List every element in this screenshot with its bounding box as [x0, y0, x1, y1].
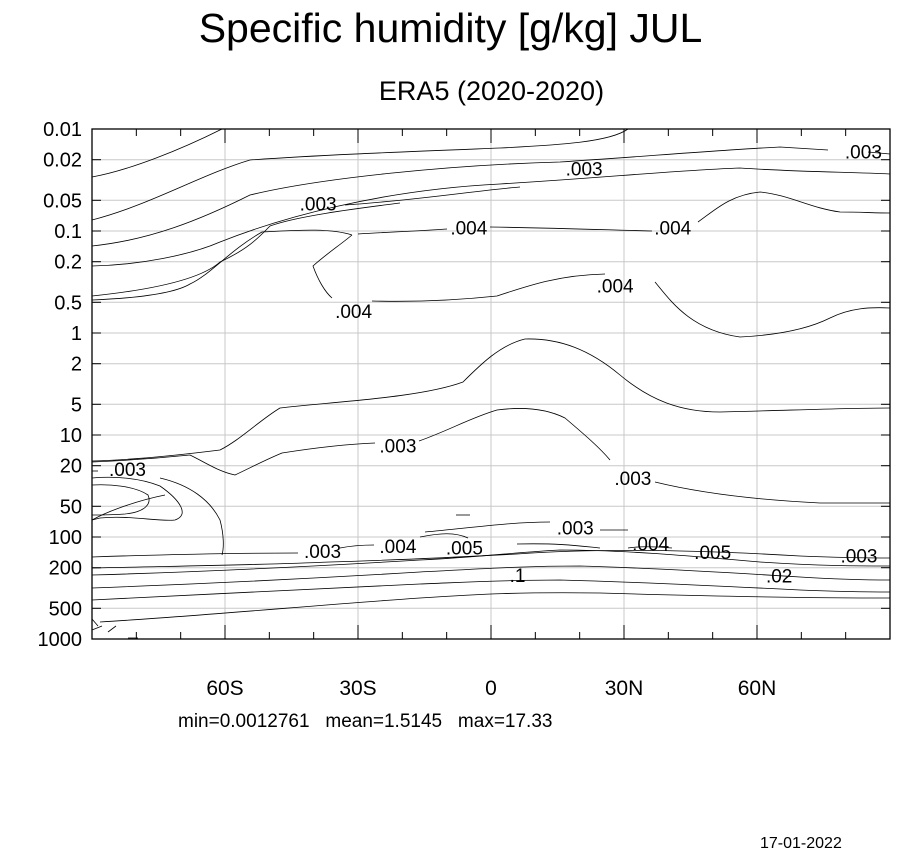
y-tick-label: 2	[71, 354, 82, 376]
contour-label: .1	[510, 566, 526, 587]
contour-label: .004	[379, 537, 416, 558]
contour-line	[91, 338, 891, 462]
axis-ticks	[92, 128, 890, 640]
stats-summary: min=0.0012761 mean=1.5145 max=17.33	[178, 711, 553, 732]
contour-line	[91, 618, 99, 627]
contour-line	[91, 484, 150, 516]
contour-line	[91, 442, 376, 476]
contour-line	[91, 202, 401, 297]
contour-label: .003	[840, 546, 877, 567]
contour-line	[654, 481, 890, 504]
contour-line	[419, 533, 469, 539]
y-tick-label: 100	[49, 527, 82, 549]
contour-line	[91, 167, 891, 267]
x-tick-label: 30N	[605, 677, 644, 700]
contour-line	[424, 521, 551, 533]
contour-line	[159, 477, 224, 556]
contour-line	[489, 226, 653, 232]
y-tick-labels: 0.01 0.02 0.05 0.1 0.2 0.5 1 2 5 10 20 50 100 200 500 1…	[38, 119, 83, 651]
contour-label: .004	[597, 276, 634, 297]
contour-line	[867, 151, 891, 155]
contour-line	[91, 549, 891, 569]
contour-label: .004	[632, 534, 669, 555]
contour-line	[371, 273, 606, 302]
contour-line	[91, 549, 891, 576]
contour-label: .003	[109, 460, 146, 481]
contour-line	[627, 546, 673, 549]
contour-label: .003	[566, 160, 603, 181]
x-tick-label: 0	[485, 677, 497, 700]
contour-label: .003	[557, 519, 594, 540]
contour-line	[418, 408, 611, 461]
y-tick-label: 0.5	[54, 292, 82, 314]
contour-line	[91, 625, 103, 631]
contour-label: .004	[450, 219, 487, 240]
contour-line	[91, 146, 829, 247]
y-tick-label: 10	[60, 425, 82, 447]
y-tick-label: 0.02	[43, 150, 82, 172]
x-tick-label: 30S	[339, 677, 376, 700]
y-tick-label: 0.2	[54, 252, 82, 274]
date-stamp: 17-01-2022	[760, 835, 842, 852]
contour-line	[91, 128, 629, 221]
contour-line	[357, 228, 448, 235]
y-tick-label: 5	[71, 394, 82, 416]
contour-line	[516, 543, 601, 549]
contour-label: .003	[300, 195, 337, 216]
contour-line	[91, 476, 183, 521]
contour-line	[91, 229, 353, 301]
contour-lines	[91, 128, 891, 639]
contour-line	[697, 191, 891, 223]
y-tick-label: 0.05	[43, 190, 82, 212]
x-tick-label: 60N	[738, 677, 777, 700]
contour-label: .003	[304, 542, 341, 563]
y-tick-label: 50	[60, 496, 82, 518]
contour-label: .004	[335, 302, 372, 323]
contour-label: .003	[379, 437, 416, 458]
grid-lines	[92, 129, 890, 639]
y-tick-label: 20	[60, 456, 82, 478]
y-tick-label: 1000	[38, 629, 83, 651]
contour-label: .005	[446, 539, 483, 560]
contour-line	[339, 544, 375, 549]
y-tick-label: 200	[49, 558, 82, 580]
contour-line	[99, 592, 891, 623]
contour-labels: .003 .003 .003 .004 .004 .004 .004 .003 .003 .003…	[109, 143, 882, 588]
contour-line	[107, 625, 117, 633]
contour-line	[91, 579, 891, 601]
y-tick-label: 0.01	[43, 119, 82, 141]
y-tick-label: 1	[71, 323, 82, 345]
x-tick-labels: 60S 30S 0 30N 60N	[206, 677, 776, 700]
chart-subtitle: ERA5 (2020-2020)	[378, 76, 605, 106]
chart-title: Specific humidity [g/kg] JUL	[198, 5, 703, 51]
contour-line	[654, 281, 891, 338]
contour-line	[91, 128, 223, 178]
y-tick-label: 500	[49, 598, 82, 620]
contour-line	[91, 552, 299, 558]
contour-label: .004	[654, 219, 691, 240]
contour-line	[91, 565, 891, 589]
y-tick-label: 0.1	[54, 221, 82, 243]
contour-label: .02	[766, 567, 792, 588]
contour-line	[91, 494, 166, 521]
contour-label: .003	[614, 469, 651, 490]
contour-line	[344, 186, 521, 206]
contour-label: .005	[694, 543, 731, 564]
x-tick-label: 60S	[206, 677, 243, 700]
contour-line	[312, 234, 353, 299]
contour-label: .003	[845, 143, 882, 164]
